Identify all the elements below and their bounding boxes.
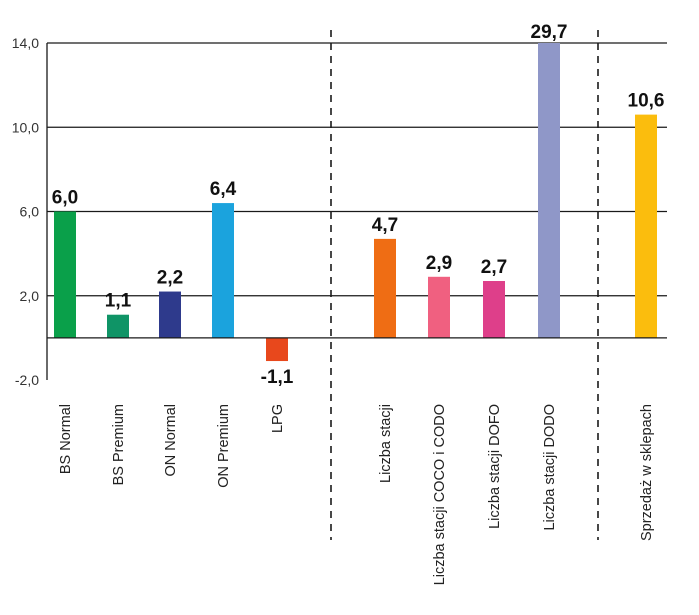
data-label: 6,0 <box>52 188 78 209</box>
data-label: 2,7 <box>481 257 507 278</box>
data-label: 2,2 <box>157 268 183 289</box>
data-label: 6,4 <box>210 179 237 200</box>
category-labels: BS Normal BS Premium ON Normal ON Premium LP… <box>58 404 655 585</box>
category-label: Sprzedaż w sklepach <box>639 404 655 541</box>
group-separators <box>330 30 599 540</box>
bars <box>54 43 657 362</box>
category-label: BS Premium <box>111 404 127 485</box>
y-tick-label: -2,0 <box>15 372 39 388</box>
data-label: 4,7 <box>372 215 398 236</box>
bar <box>428 276 450 338</box>
category-label: ON Premium <box>216 404 232 488</box>
bar <box>374 238 396 338</box>
bar <box>54 211 76 338</box>
category-label: Liczba stacji <box>378 404 394 483</box>
bar <box>159 291 181 338</box>
bar <box>538 43 560 338</box>
category-label: LPG <box>270 404 286 433</box>
bar <box>266 337 288 362</box>
y-tick-label: 10,0 <box>12 119 39 135</box>
bar <box>635 114 657 338</box>
category-label: ON Normal <box>163 404 179 477</box>
category-label: Liczba stacji DOFO <box>487 404 503 529</box>
data-label: 2,9 <box>426 253 452 274</box>
category-label: Liczba stacji COCO i CODO <box>432 404 448 585</box>
data-label: 1,1 <box>105 291 132 312</box>
bar <box>107 314 129 338</box>
y-tick-label: 14,0 <box>12 35 39 51</box>
category-label: Liczba stacji DODO <box>542 404 558 531</box>
data-labels: 6,0 1,1 2,2 6,4 -1,1 4,7 2,9 2,7 29,7 10,6 <box>52 22 665 388</box>
category-label: BS Normal <box>58 404 74 474</box>
data-label: 10,6 <box>628 91 665 112</box>
gridlines <box>47 42 667 297</box>
bar <box>483 281 505 338</box>
bar <box>212 203 234 338</box>
y-tick-label: 2,0 <box>20 288 40 304</box>
data-label: 29,7 <box>531 22 568 43</box>
y-tick-label: 6,0 <box>20 204 40 220</box>
data-label: -1,1 <box>261 367 294 388</box>
y-axis-ticks: 14,0 10,0 6,0 2,0 -2,0 <box>12 35 39 388</box>
